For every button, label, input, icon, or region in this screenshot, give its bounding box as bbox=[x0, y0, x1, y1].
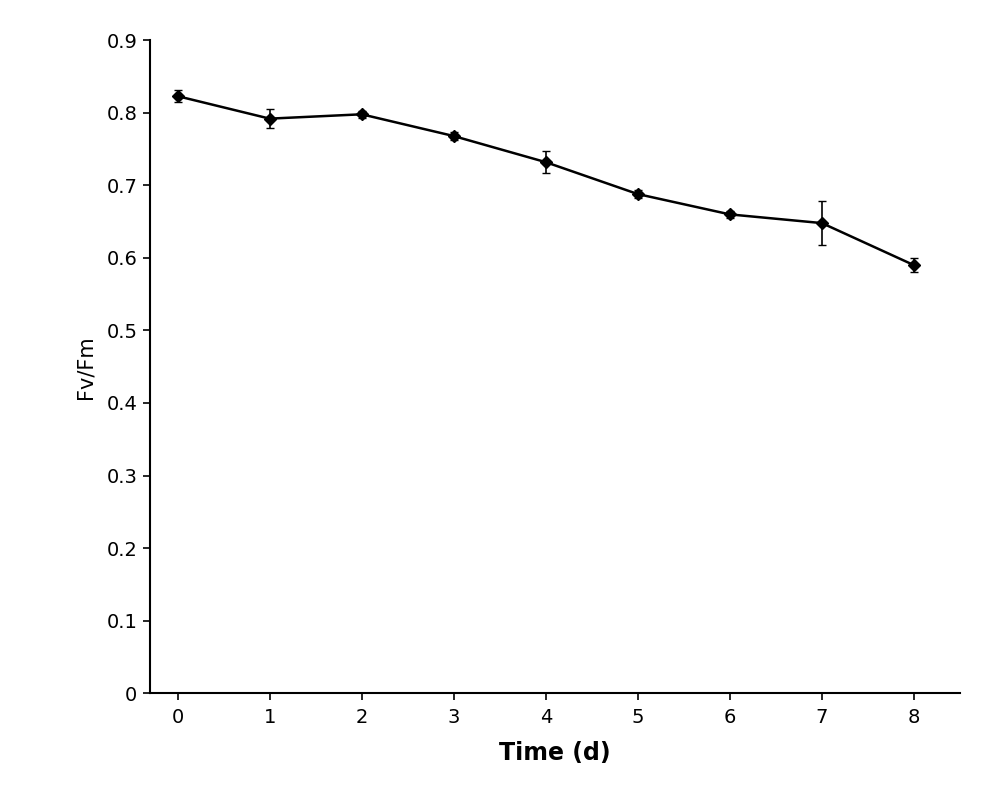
X-axis label: Time (d): Time (d) bbox=[499, 742, 611, 766]
Y-axis label: Fv/Fm: Fv/Fm bbox=[75, 335, 95, 398]
